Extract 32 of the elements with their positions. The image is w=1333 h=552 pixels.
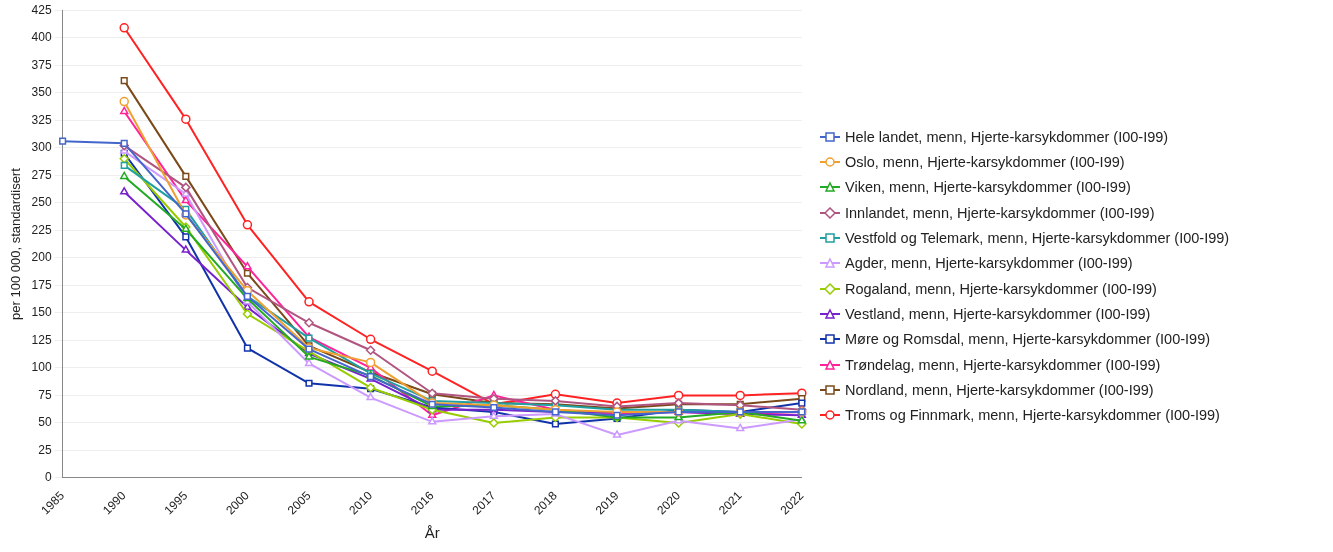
y-tick-label: 75 <box>38 387 52 402</box>
x-axis-title: År <box>424 524 440 542</box>
legend-label: Rogaland, menn, Hjerte-karsykdommer (I00-I99) <box>845 280 1157 297</box>
y-tick-label: 200 <box>31 250 52 265</box>
y-tick-label: 175 <box>31 277 52 292</box>
y-tick-label: 125 <box>31 332 52 347</box>
y-tick-label: 425 <box>31 2 52 17</box>
y-tick-label: 0 <box>44 470 52 485</box>
y-tick-label: 400 <box>31 30 52 45</box>
y-tick-label: 300 <box>31 140 52 155</box>
legend-label: Oslo, menn, Hjerte-karsykdommer (I00-I99) <box>845 154 1125 171</box>
y-tick-label: 375 <box>31 57 52 72</box>
legend-label: Troms og Finnmark, menn, Hjerte-karsykdommer (I00-I99) <box>845 407 1220 424</box>
legend-label: Nordland, menn, Hjerte-karsykdommer (I00-I99) <box>845 381 1154 398</box>
legend-label: Vestland, menn, Hjerte-karsykdommer (I00-I99) <box>845 305 1151 322</box>
y-tick-label: 225 <box>31 222 52 237</box>
legend-label: Viken, menn, Hjerte-karsykdommer (I00-I99) <box>845 179 1131 196</box>
legend-label: Trøndelag, menn, Hjerte-karsykdommer (I00-I99) <box>845 356 1161 373</box>
y-tick-label: 25 <box>38 442 52 457</box>
y-tick-label: 250 <box>31 195 52 210</box>
y-tick-label: 100 <box>31 360 52 375</box>
y-tick-label: 275 <box>31 167 52 182</box>
legend-label: Hele landet, menn, Hjerte-karsykdommer (I00-I99) <box>845 128 1169 145</box>
y-axis-title: per 100 000, standardisert <box>8 167 24 320</box>
legend-label: Innlandet, menn, Hjerte-karsykdommer (I00-I99) <box>845 204 1155 221</box>
y-tick-label: 325 <box>31 112 52 127</box>
legend-label: Møre og Romsdal, menn, Hjerte-karsykdommer (I00-I99) <box>845 331 1211 348</box>
y-tick-label: 350 <box>31 85 52 100</box>
y-tick-label: 50 <box>38 415 52 430</box>
legend-label: Agder, menn, Hjerte-karsykdommer (I00-I99) <box>845 255 1133 272</box>
legend-label: Vestfold og Telemark, menn, Hjerte-karsykdommer (I00-I99) <box>845 230 1230 247</box>
y-tick-label: 150 <box>31 305 52 320</box>
